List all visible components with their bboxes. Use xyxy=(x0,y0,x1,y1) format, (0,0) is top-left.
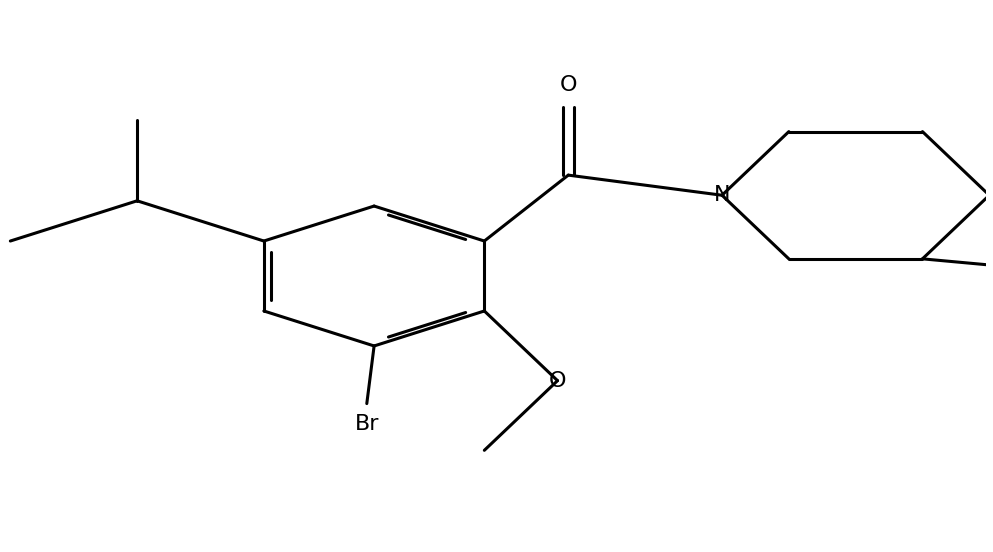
Text: O: O xyxy=(549,370,566,391)
Text: Br: Br xyxy=(355,415,379,434)
Text: O: O xyxy=(559,75,577,95)
Text: N: N xyxy=(714,185,730,205)
